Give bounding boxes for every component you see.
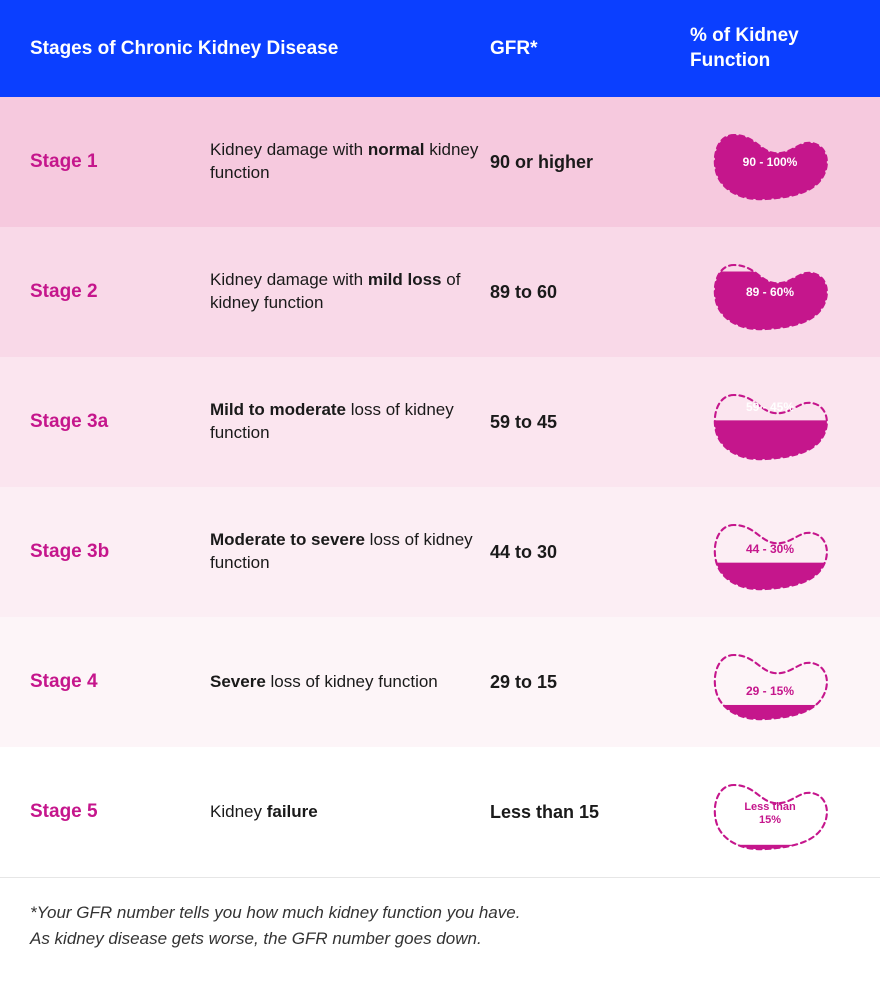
- table-row: Stage 3aMild to moderate loss of kidney …: [0, 357, 880, 487]
- kidney-function-icon: 90 - 100%: [690, 121, 850, 203]
- kidney-function-icon: 29 - 15%: [690, 641, 850, 723]
- kidney-function-icon: 44 - 30%: [690, 511, 850, 593]
- table-row: Stage 3bModerate to severe loss of kidne…: [0, 487, 880, 617]
- table-header: Stages of Chronic Kidney Disease GFR* % …: [0, 0, 880, 97]
- stage-label: Stage 5: [30, 801, 210, 823]
- stage-gfr: 59 to 45: [490, 412, 690, 433]
- stage-gfr: 44 to 30: [490, 542, 690, 563]
- table-row: Stage 5Kidney failureLess than 15 Less t…: [0, 747, 880, 877]
- footnote-line-2: As kidney disease gets worse, the GFR nu…: [30, 926, 850, 952]
- stage-label: Stage 3a: [30, 411, 210, 433]
- stage-description: Moderate to severe loss of kidney functi…: [210, 529, 490, 575]
- stage-label: Stage 2: [30, 281, 210, 303]
- stage-label: Stage 4: [30, 671, 210, 693]
- stage-description: Mild to moderate loss of kidney function: [210, 399, 490, 445]
- table-body: Stage 1Kidney damage with normal kidney …: [0, 97, 880, 877]
- stage-gfr: Less than 15: [490, 802, 690, 823]
- stage-description: Severe loss of kidney function: [210, 671, 490, 694]
- footnote: *Your GFR number tells you how much kidn…: [0, 877, 880, 981]
- ckd-stages-chart: Stages of Chronic Kidney Disease GFR* % …: [0, 0, 880, 981]
- stage-gfr: 29 to 15: [490, 672, 690, 693]
- table-row: Stage 1Kidney damage with normal kidney …: [0, 97, 880, 227]
- header-title: Stages of Chronic Kidney Disease: [30, 38, 490, 60]
- stage-description: Kidney damage with normal kidney functio…: [210, 139, 490, 185]
- header-pct: % of Kidney Function: [690, 24, 850, 73]
- kidney-function-icon: Less than 15%: [690, 771, 850, 853]
- table-row: Stage 4Severe loss of kidney function29 …: [0, 617, 880, 747]
- stage-label: Stage 3b: [30, 541, 210, 563]
- stage-label: Stage 1: [30, 151, 210, 173]
- kidney-function-icon: 59 - 45%: [690, 381, 850, 463]
- kidney-function-icon: 89 - 60%: [690, 251, 850, 333]
- stage-description: Kidney damage with mild loss of kidney f…: [210, 269, 490, 315]
- footnote-line-1: *Your GFR number tells you how much kidn…: [30, 900, 850, 926]
- table-row: Stage 2Kidney damage with mild loss of k…: [0, 227, 880, 357]
- header-gfr: GFR*: [490, 38, 690, 60]
- stage-gfr: 90 or higher: [490, 152, 690, 173]
- stage-gfr: 89 to 60: [490, 282, 690, 303]
- stage-description: Kidney failure: [210, 801, 490, 824]
